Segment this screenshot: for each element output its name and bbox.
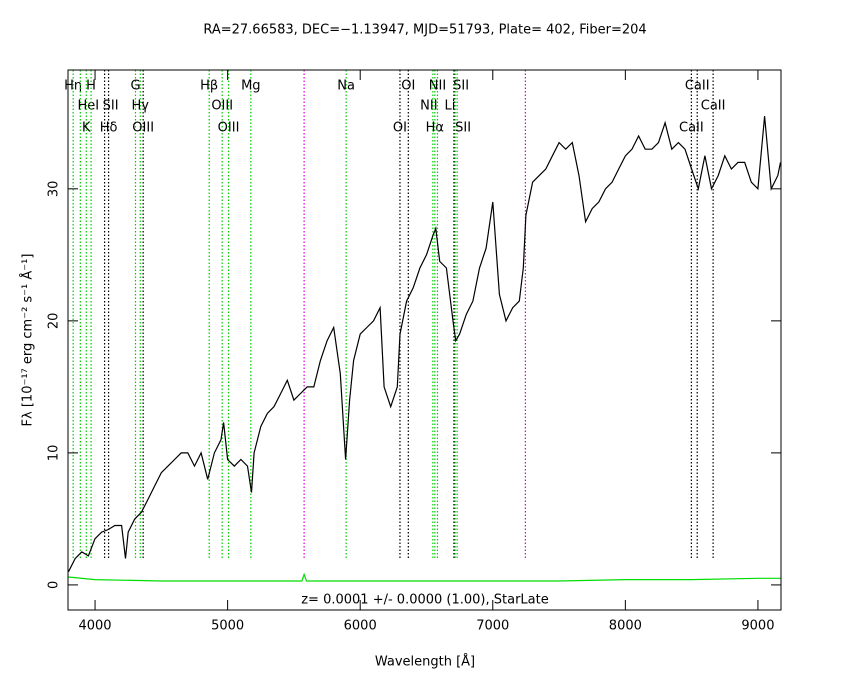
line-label: Na bbox=[337, 79, 355, 94]
spectrum-line bbox=[68, 572, 781, 582]
line-label: Hα bbox=[426, 121, 444, 136]
line-label: SII bbox=[455, 121, 471, 136]
line-label: Hδ bbox=[100, 121, 118, 136]
line-label: SII bbox=[453, 79, 469, 94]
line-label: OIII bbox=[132, 121, 154, 136]
line-label: Li bbox=[445, 99, 456, 114]
y-tick-label: 0 bbox=[47, 581, 62, 589]
line-label: OIII bbox=[218, 121, 240, 136]
line-label: OI bbox=[393, 121, 407, 136]
y-tick-label: 10 bbox=[47, 445, 62, 462]
line-label: SII bbox=[103, 99, 119, 114]
line-label: CaII bbox=[679, 121, 704, 136]
line-label: K bbox=[82, 121, 91, 136]
x-tick-label: 6000 bbox=[344, 619, 377, 634]
x-axis-label: Wavelength [Å] bbox=[375, 654, 475, 670]
line-label: HeI bbox=[78, 99, 100, 114]
chart-title: RA=27.66583, DEC=−1.13947, MJD=51793, Pl… bbox=[203, 23, 646, 38]
line-label: OIII bbox=[211, 99, 233, 114]
line-label: Hβ bbox=[200, 79, 218, 94]
annotation: z= 0.0001 +/- 0.0000 (1.00), StarLate bbox=[301, 593, 549, 608]
line-label: Hη bbox=[64, 79, 82, 94]
line-label: NII bbox=[429, 79, 446, 94]
line-label: Hγ bbox=[132, 99, 150, 114]
x-tick-label: 4000 bbox=[78, 619, 111, 634]
y-axis-label: Fλ [10⁻¹⁷ erg cm⁻² s⁻¹ Å⁻¹] bbox=[20, 254, 36, 427]
line-label: Mg bbox=[241, 79, 260, 94]
y-tick-label: 30 bbox=[47, 181, 62, 198]
line-label: OI bbox=[401, 79, 415, 94]
line-label: NII bbox=[420, 99, 437, 114]
line-label: CaII bbox=[685, 79, 710, 94]
x-tick-label: 7000 bbox=[476, 619, 509, 634]
line-label: G bbox=[130, 79, 140, 94]
spectrum-line bbox=[67, 116, 782, 572]
plot-frame bbox=[67, 69, 782, 611]
x-tick-label: 5000 bbox=[211, 619, 244, 634]
x-tick-label: 8000 bbox=[609, 619, 642, 634]
y-tick-label: 20 bbox=[47, 313, 62, 330]
x-tick-label: 9000 bbox=[741, 619, 774, 634]
line-label: H bbox=[86, 79, 96, 94]
line-label: CaII bbox=[701, 99, 726, 114]
